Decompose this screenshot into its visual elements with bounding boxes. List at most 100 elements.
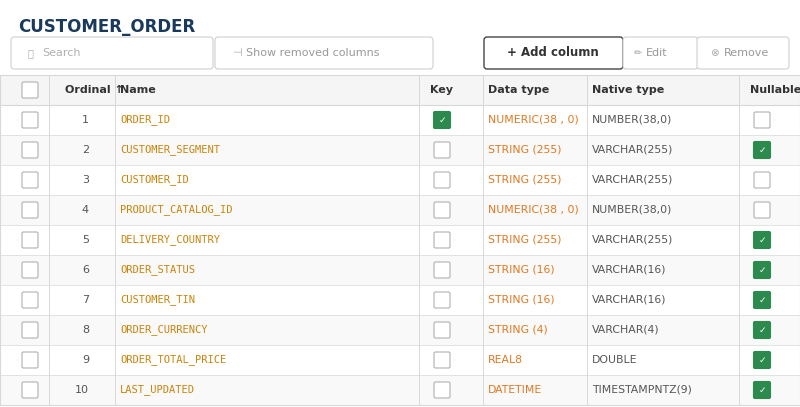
Bar [0,255,800,285]
Text: STRING (4): STRING (4) [488,325,548,335]
FancyBboxPatch shape [22,292,38,308]
Text: Native type: Native type [592,85,664,95]
FancyBboxPatch shape [434,382,450,398]
Text: PRODUCT_CATALOG_ID: PRODUCT_CATALOG_ID [120,205,233,215]
Text: NUMERIC(38 , 0): NUMERIC(38 , 0) [488,205,578,215]
Text: ⊣: ⊣ [232,48,242,58]
Text: ✏: ✏ [634,48,642,58]
Text: NUMBER(38,0): NUMBER(38,0) [592,205,672,215]
Text: ORDER_ID: ORDER_ID [120,114,170,125]
Text: Edit: Edit [646,48,668,58]
FancyBboxPatch shape [754,172,770,188]
FancyBboxPatch shape [434,142,450,158]
Text: ✓: ✓ [758,146,766,155]
Text: STRING (255): STRING (255) [488,235,562,245]
Text: Nullable: Nullable [750,85,800,95]
FancyBboxPatch shape [484,37,623,69]
Bar [0,345,800,375]
Text: 1: 1 [82,115,89,125]
Bar [0,105,800,135]
Text: ✓: ✓ [438,116,446,125]
Text: + Add column: + Add column [507,46,599,59]
Text: ⊗: ⊗ [710,48,718,58]
FancyBboxPatch shape [434,112,450,129]
Text: 7: 7 [82,295,89,305]
Text: ✓: ✓ [758,296,766,305]
Text: 4: 4 [82,205,89,215]
Text: 10: 10 [75,385,89,395]
Text: 2: 2 [82,145,89,155]
Text: DELIVERY_COUNTRY: DELIVERY_COUNTRY [120,234,220,245]
Text: VARCHAR(16): VARCHAR(16) [592,265,666,275]
Text: ORDER_TOTAL_PRICE: ORDER_TOTAL_PRICE [120,354,226,365]
FancyBboxPatch shape [754,142,770,158]
Bar [0,285,800,315]
Text: 3: 3 [82,175,89,185]
FancyBboxPatch shape [754,232,770,249]
Text: VARCHAR(16): VARCHAR(16) [592,295,666,305]
FancyBboxPatch shape [754,202,770,218]
FancyBboxPatch shape [22,382,38,398]
FancyBboxPatch shape [22,232,38,248]
Text: DATETIME: DATETIME [488,385,542,395]
Text: ✓: ✓ [758,266,766,275]
FancyBboxPatch shape [434,232,450,248]
Bar [0,195,800,225]
Text: ✓: ✓ [758,386,766,395]
Text: ORDER_STATUS: ORDER_STATUS [120,265,195,276]
FancyBboxPatch shape [22,112,38,128]
Text: Ordinal ↑: Ordinal ↑ [65,85,124,95]
FancyBboxPatch shape [434,322,450,338]
FancyBboxPatch shape [754,262,770,278]
Text: STRING (16): STRING (16) [488,295,554,305]
FancyBboxPatch shape [434,292,450,308]
Text: STRING (16): STRING (16) [488,265,554,275]
Text: Name: Name [120,85,156,95]
FancyBboxPatch shape [22,82,38,98]
Text: NUMBER(38,0): NUMBER(38,0) [592,115,672,125]
Text: 6: 6 [82,265,89,275]
Text: 5: 5 [82,235,89,245]
Text: VARCHAR(255): VARCHAR(255) [592,145,674,155]
Text: STRING (255): STRING (255) [488,145,562,155]
FancyBboxPatch shape [754,291,770,309]
FancyBboxPatch shape [754,112,770,128]
Text: 8: 8 [82,325,89,335]
Bar [0,375,800,405]
Text: DOUBLE: DOUBLE [592,355,638,365]
FancyBboxPatch shape [434,352,450,368]
Text: ✓: ✓ [758,326,766,335]
Text: TIMESTAMPNTZ(9): TIMESTAMPNTZ(9) [592,385,692,395]
FancyBboxPatch shape [434,172,450,188]
Bar [0,75,800,105]
FancyBboxPatch shape [22,262,38,278]
Text: VARCHAR(255): VARCHAR(255) [592,235,674,245]
FancyBboxPatch shape [22,142,38,158]
FancyBboxPatch shape [22,202,38,218]
FancyBboxPatch shape [754,322,770,339]
Bar [0,135,800,165]
Text: 🔍: 🔍 [28,48,34,58]
FancyBboxPatch shape [22,322,38,338]
Text: VARCHAR(255): VARCHAR(255) [592,175,674,185]
Bar [0,165,800,195]
FancyBboxPatch shape [434,262,450,278]
FancyBboxPatch shape [22,172,38,188]
FancyBboxPatch shape [11,37,213,69]
Text: CUSTOMER_ID: CUSTOMER_ID [120,175,189,186]
Text: REAL8: REAL8 [488,355,523,365]
Bar [0,75,800,405]
FancyBboxPatch shape [215,37,433,69]
FancyBboxPatch shape [623,37,698,69]
FancyBboxPatch shape [22,352,38,368]
Text: CUSTOMER_ORDER: CUSTOMER_ORDER [18,18,195,36]
Text: Show removed columns: Show removed columns [246,48,379,58]
Text: 9: 9 [82,355,89,365]
Text: CUSTOMER_TIN: CUSTOMER_TIN [120,295,195,305]
Bar [0,225,800,255]
Text: STRING (255): STRING (255) [488,175,562,185]
Text: LAST_UPDATED: LAST_UPDATED [120,385,195,396]
FancyBboxPatch shape [434,202,450,218]
Text: Remove: Remove [724,48,770,58]
Text: Key: Key [430,85,453,95]
